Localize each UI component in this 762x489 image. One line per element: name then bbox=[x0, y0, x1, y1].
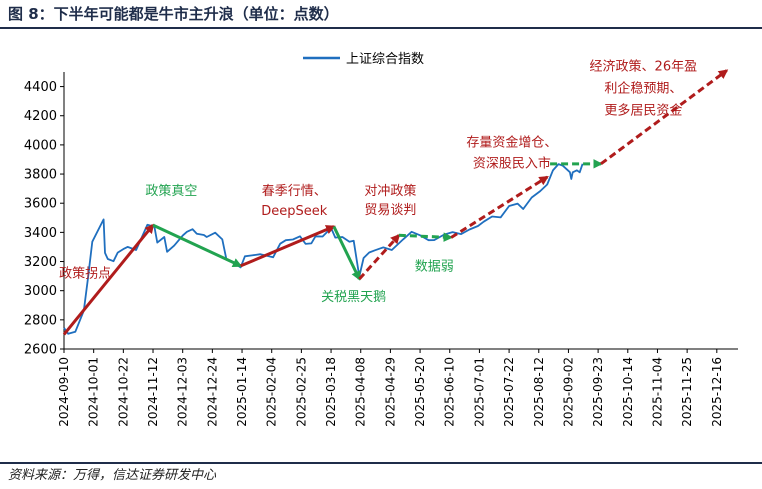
legend: 上证综合指数 bbox=[303, 52, 424, 67]
annotation-label: 数据弱 bbox=[415, 259, 454, 274]
annotation-label: 关税黑天鹅 bbox=[321, 289, 386, 305]
x-tick-label: 2024-11-12 bbox=[146, 357, 160, 427]
x-tick-label: 2025-03-18 bbox=[324, 357, 338, 427]
y-tick-label: 3000 bbox=[24, 284, 57, 299]
x-tick-label: 2025-06-10 bbox=[443, 357, 457, 427]
x-tick-label: 2025-04-08 bbox=[354, 357, 368, 427]
x-tick-label: 2025-11-04 bbox=[650, 357, 664, 427]
index-chart: 上证综合指数 2600 2800 3000 3200 3400 3600 3800 4000 4… bbox=[24, 52, 738, 427]
legend-label: 上证综合指数 bbox=[346, 52, 424, 67]
x-tick-label: 2025-02-25 bbox=[294, 357, 308, 427]
y-tick-label: 4200 bbox=[24, 109, 57, 124]
x-tick-label: 2024-09-10 bbox=[57, 357, 71, 427]
red-trend-arrow bbox=[358, 233, 401, 281]
annotation-label: 资深股民入市 bbox=[473, 155, 551, 171]
annotation-label: 经济政策、26年盈 bbox=[590, 59, 698, 75]
x-tick-label: 2025-04-29 bbox=[383, 357, 397, 427]
x-tick-label: 2025-07-22 bbox=[502, 357, 516, 427]
y-tick-label: 3800 bbox=[24, 168, 57, 183]
x-tick-label: 2025-01-14 bbox=[235, 357, 249, 427]
title-rule bbox=[0, 27, 762, 29]
page-title: 图 8：下半年可能都是牛市主升浪（单位：点数） bbox=[8, 5, 339, 23]
y-tick-label: 3200 bbox=[24, 255, 57, 270]
y-tick-label: 4000 bbox=[24, 138, 57, 153]
x-tick-label: 2025-12-16 bbox=[710, 357, 724, 427]
red-trend-arrow bbox=[450, 175, 549, 239]
red-trend-arrow bbox=[600, 69, 729, 166]
annotation-label: 更多居民资金 bbox=[604, 102, 682, 118]
x-tick-label: 2024-10-01 bbox=[87, 357, 101, 427]
annotation-label: DeepSeek bbox=[261, 204, 328, 219]
footer-rule bbox=[0, 462, 762, 464]
annotation-label: 贸易谈判 bbox=[364, 203, 416, 218]
green-trend-arrow bbox=[398, 232, 454, 242]
annotation-label: 利企稳预期、 bbox=[604, 80, 682, 96]
x-tick-label: 2025-10-14 bbox=[621, 357, 635, 427]
x-tick-label: 2025-08-12 bbox=[532, 357, 546, 427]
annotation-label: 政策拐点 bbox=[59, 266, 111, 282]
x-tick-label: 2025-11-25 bbox=[680, 357, 694, 427]
y-tick-label: 3400 bbox=[24, 226, 57, 241]
x-tick-label: 2024-10-22 bbox=[116, 357, 130, 427]
x-tick-label: 2025-09-23 bbox=[591, 357, 605, 427]
y-tick-label: 3600 bbox=[24, 197, 57, 212]
annotation-label: 对冲政策 bbox=[364, 183, 416, 199]
annotation-label: 存量资金增仓、 bbox=[466, 134, 557, 150]
green-trend-arrow bbox=[152, 223, 243, 268]
x-tick-label: 2025-09-02 bbox=[561, 357, 575, 427]
annotation-label: 春季行情、 bbox=[262, 184, 327, 199]
annotation-label: 政策真空 bbox=[145, 183, 197, 199]
y-tick-label: 2600 bbox=[24, 343, 57, 358]
y-tick-label: 2800 bbox=[24, 313, 57, 328]
green-trend-arrow bbox=[332, 225, 361, 281]
red-trend-arrow bbox=[62, 223, 155, 336]
y-tick-label: 4400 bbox=[24, 80, 57, 95]
x-tick-label: 2025-02-04 bbox=[265, 357, 279, 427]
x-tick-label: 2025-05-20 bbox=[413, 357, 427, 427]
source-note: 资料来源：万得，信达证券研发中心 bbox=[8, 468, 217, 483]
x-tick-label: 2024-12-03 bbox=[176, 357, 190, 427]
x-tick-label: 2025-07-01 bbox=[472, 357, 486, 427]
x-tick-label: 2024-12-24 bbox=[205, 357, 219, 427]
red-trend-arrow bbox=[240, 225, 336, 268]
